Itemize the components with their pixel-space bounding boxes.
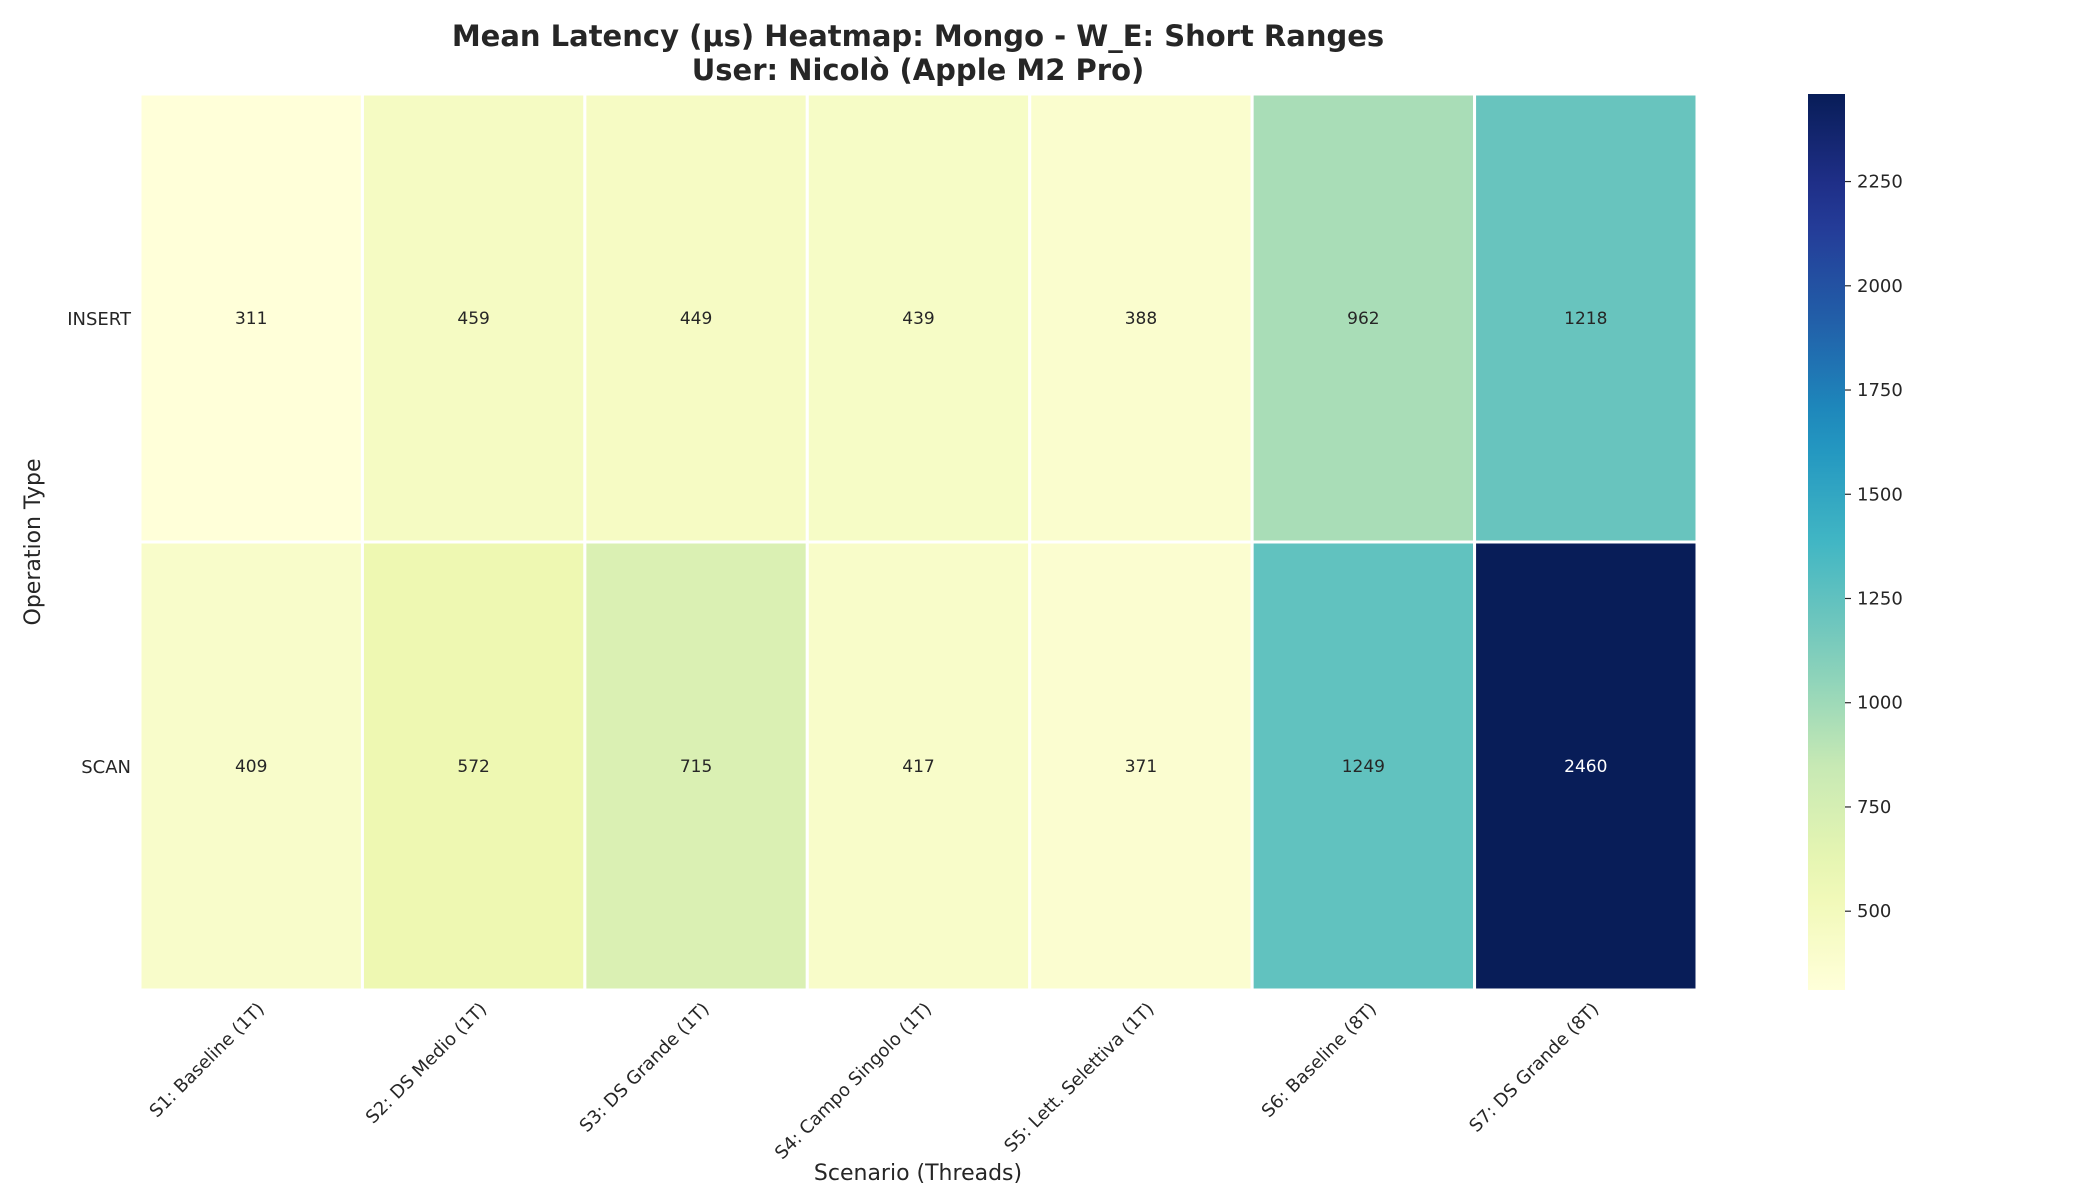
colorbar-tick-label: 2000 [1857, 276, 1903, 297]
colorbar-tick-label: 750 [1857, 797, 1891, 818]
heatmap-cell [360, 92, 587, 544]
cell-value-label: 962 [1347, 309, 1379, 329]
cell-value-label: 371 [1125, 757, 1157, 777]
heatmap-cell [1028, 540, 1254, 992]
heatmap-cell [1473, 540, 1699, 992]
cell-value-label: 1249 [1342, 757, 1385, 777]
y-tick-label: INSERT [67, 309, 132, 330]
cell-value-labels: 311 459 449 439 388 962 1218 409 572 715 417 371 124… [235, 309, 1607, 777]
x-tick-label: S4: Campo Singolo (1T) [771, 999, 936, 1164]
cell-value-label: 2460 [1564, 757, 1607, 777]
x-tick-label: S3: DS Grande (1T) [576, 999, 714, 1137]
cell-value-label: 409 [235, 757, 267, 777]
cell-value-label: 459 [457, 309, 489, 329]
heatmap-cell [138, 540, 364, 992]
heatmap-cell [583, 540, 809, 992]
cell-value-label: 715 [680, 757, 712, 777]
x-tick-label: S5: Lett. Selettiva (1T) [1000, 999, 1158, 1157]
colorbar-tick-label: 1000 [1857, 693, 1903, 714]
colorbar-gradient [1808, 94, 1845, 990]
heatmap-cells [138, 92, 1699, 992]
x-tick-label: S7: DS Grande (8T) [1465, 999, 1603, 1137]
heatmap-cell [1250, 540, 1477, 992]
x-axis-label: Scenario (Threads) [814, 1161, 1022, 1186]
cell-value-label: 417 [902, 757, 934, 777]
heatmap-cell [1250, 92, 1477, 544]
cell-value-label: 311 [235, 309, 267, 329]
cell-value-label: 439 [902, 309, 934, 329]
x-tick-label: S2: DS Medio (1T) [362, 999, 491, 1128]
heatmap-cell [583, 92, 809, 544]
heatmap-cell [805, 92, 1032, 544]
colorbar-tick-label: 1500 [1857, 484, 1903, 505]
colorbar-tick-label: 500 [1857, 901, 1891, 922]
cell-value-label: 572 [457, 757, 489, 777]
x-tick-label: S1: Baseline (1T) [146, 999, 269, 1122]
x-tick-label: S6: Baseline (8T) [1258, 999, 1381, 1122]
chart-title: Mean Latency (μs) Heatmap: Mongo - W_E: … [452, 19, 1384, 53]
colorbar: 500 750 1000 1250 1500 1750 2000 2250 [1808, 94, 1903, 990]
colorbar-tick-label: 1250 [1857, 588, 1903, 609]
colorbar-tick-label: 1750 [1857, 380, 1903, 401]
heatmap-cell [138, 92, 364, 544]
colorbar-tick-label: 2250 [1857, 172, 1903, 193]
colorbar-ticks: 500 750 1000 1250 1500 1750 2000 2250 [1845, 172, 1903, 922]
cell-value-label: 388 [1125, 309, 1157, 329]
y-tick-labels: INSERT SCAN [67, 309, 132, 778]
cell-value-label: 449 [680, 309, 712, 329]
x-tick-labels: S1: Baseline (1T) S2: DS Medio (1T) S3: DS… [146, 999, 1604, 1164]
y-axis-label: Operation Type [21, 458, 46, 625]
chart-subtitle: User: Nicolò (Apple M2 Pro) [692, 53, 1145, 87]
heatmap-cell [360, 540, 587, 992]
y-tick-label: SCAN [81, 757, 131, 778]
cell-value-label: 1218 [1564, 309, 1607, 329]
heatmap-cell [1028, 92, 1254, 544]
